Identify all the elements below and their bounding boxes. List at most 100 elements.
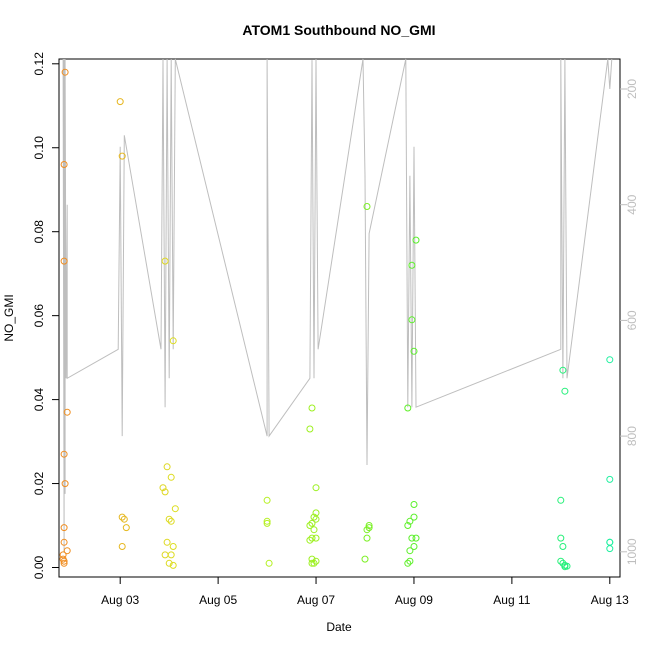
data-point [406, 517, 414, 525]
x-tick-label: Aug 11 [493, 593, 530, 607]
data-point [167, 517, 175, 525]
data-point [363, 526, 371, 534]
data-point [60, 450, 68, 458]
data-point [161, 257, 169, 265]
data-point [312, 515, 320, 523]
data-point [308, 534, 316, 542]
data-point [265, 559, 273, 567]
data-point [169, 337, 177, 345]
data-point [406, 557, 414, 565]
x-tick-label: Aug 09 [395, 593, 433, 607]
data-point [60, 161, 68, 168]
x-tick-label: Aug 07 [297, 593, 335, 607]
data-point [557, 557, 565, 565]
data-point [308, 404, 316, 412]
data-point [606, 538, 614, 546]
data-point [263, 496, 271, 504]
x-tick-label: Aug 03 [101, 593, 139, 607]
y-axis-label: NO_GMI [2, 294, 16, 341]
data-point [361, 555, 369, 563]
data-point [263, 517, 271, 525]
data-point [169, 543, 177, 550]
y2-tick-label: 600 [625, 310, 639, 330]
data-point [410, 501, 418, 508]
data-point [312, 557, 320, 565]
data-point [404, 522, 412, 529]
data-point [559, 366, 567, 374]
y-tick-label: 0.08 [32, 220, 46, 244]
data-point [120, 515, 128, 523]
data-point [60, 557, 68, 565]
data-point [410, 513, 418, 521]
data-point [159, 484, 167, 492]
data-point [606, 356, 614, 364]
data-points-group [59, 68, 614, 571]
data-point [306, 522, 314, 529]
data-point [559, 543, 567, 550]
data-point [308, 559, 316, 567]
data-point [412, 236, 420, 244]
data-point [310, 559, 318, 567]
data-point [310, 513, 318, 521]
data-point [561, 387, 569, 395]
x-tick-label: Aug 05 [199, 593, 237, 607]
data-point [118, 543, 126, 550]
y-tick-label: 0.12 [32, 52, 46, 76]
data-point [167, 551, 175, 559]
data-point [606, 545, 614, 553]
altitude-trace-group [62, 58, 613, 552]
data-point [163, 538, 171, 546]
data-point [408, 534, 416, 542]
y-tick-label: 0.04 [32, 388, 46, 412]
y2-tick-label: 200 [625, 79, 639, 99]
data-point [410, 347, 418, 355]
data-point [60, 524, 68, 532]
data-point [161, 551, 169, 559]
data-point [363, 203, 371, 210]
data-point [308, 555, 316, 563]
y2-tick-label: 800 [625, 426, 639, 446]
data-point [310, 526, 318, 534]
data-point [557, 534, 565, 542]
x-axis: Aug 03 Aug 05 Aug 07 Aug 09 Aug 11 Aug 13 [101, 577, 629, 607]
data-point [122, 524, 130, 532]
data-point [365, 522, 373, 529]
data-point [406, 547, 414, 555]
data-point [165, 515, 173, 523]
data-point [161, 488, 169, 496]
data-point [63, 408, 71, 416]
data-point [263, 519, 271, 527]
data-point [306, 425, 314, 433]
data-point [365, 524, 373, 532]
data-point [412, 534, 420, 542]
data-point [363, 534, 371, 542]
data-point [561, 563, 569, 571]
data-point [410, 543, 418, 550]
data-point [60, 538, 68, 546]
x-tick-label: Aug 13 [591, 593, 629, 607]
data-point [169, 561, 177, 569]
data-point [165, 559, 173, 567]
data-point [118, 152, 126, 160]
data-point [61, 68, 69, 76]
y2-tick-label: 400 [625, 194, 639, 214]
y-tick-label: 0.00 [32, 555, 46, 579]
data-point [408, 316, 416, 324]
data-point [163, 463, 171, 471]
data-point [61, 480, 69, 488]
chart-title: ATOM1 Southbound NO_GMI [242, 22, 435, 38]
plot-frame [58, 58, 621, 578]
data-point [306, 536, 314, 544]
altitude-trace-line [62, 58, 613, 552]
data-point [118, 513, 126, 521]
data-point [404, 559, 412, 567]
data-point [408, 261, 416, 269]
data-point [312, 484, 320, 492]
x-axis-label: Date [326, 620, 352, 634]
data-point [606, 475, 614, 483]
data-point [312, 534, 320, 542]
y-tick-label: 0.06 [32, 304, 46, 328]
secondary-y-axis: 200 400 600 800 1000 [620, 79, 639, 565]
data-point [60, 559, 68, 567]
